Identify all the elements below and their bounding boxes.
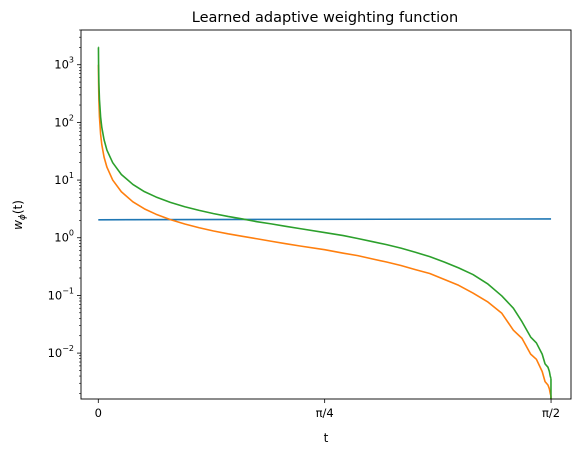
- x-tick-label-2: π/2: [542, 406, 560, 420]
- x-axis-label: t: [324, 431, 329, 445]
- x-tick-label-0: 0: [95, 406, 102, 420]
- series-line-0: [98, 218, 552, 221]
- y-axis-label-sub: ϕ: [18, 214, 28, 220]
- chart-title: Learned adaptive weighting function: [192, 10, 458, 26]
- y-axis-label-rest: (t): [11, 200, 25, 214]
- y-axis-label: wϕ(t): [11, 200, 28, 230]
- x-tick-label-1: π/4: [316, 406, 334, 420]
- y-tick-label-1: 10−1: [48, 286, 74, 302]
- series-line-2: [97, 46, 552, 379]
- y-tick-label-4: 102: [54, 113, 74, 129]
- x-ticks: 0 π/4 π/2: [95, 399, 560, 420]
- series-layer: [97, 46, 552, 399]
- y-tick-label-0: 10−2: [48, 344, 74, 360]
- y-tick-label-2: 100: [54, 229, 74, 245]
- y-tick-label-3: 101: [54, 171, 74, 187]
- y-ticks: 10−2 10−1 100 101 102 103: [48, 29, 81, 394]
- plot-frame: [80, 29, 572, 400]
- series-line-1: [97, 63, 552, 397]
- y-tick-label-5: 103: [54, 56, 74, 72]
- y-axis-label-base: w: [11, 220, 25, 230]
